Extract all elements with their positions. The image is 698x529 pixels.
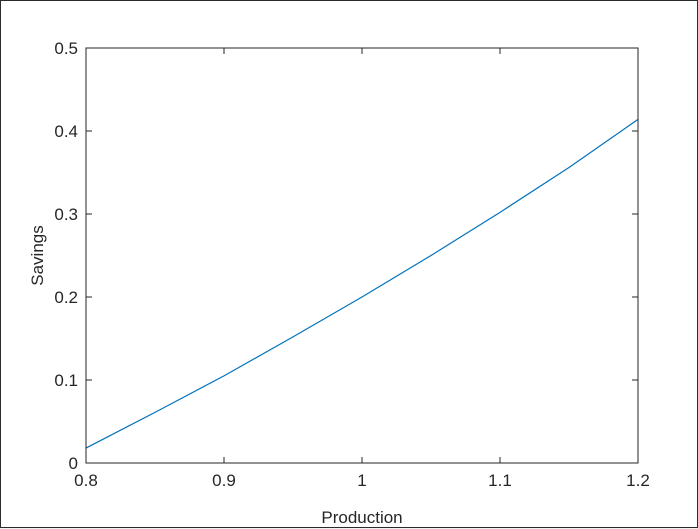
series-layer	[85, 118, 639, 449]
x-axis-title: Production	[321, 508, 402, 527]
x-tick-label: 0.8	[74, 471, 98, 490]
y-tick-label: 0.4	[54, 122, 78, 141]
x-tick-label: 0.9	[212, 471, 236, 490]
x-tick-label: 1.1	[488, 471, 512, 490]
series-line-0	[85, 118, 639, 449]
x-tick-label: 1.2	[626, 471, 650, 490]
y-tick-label: 0.1	[54, 371, 78, 390]
y-axis: 0 0.1 0.2 0.3 0.4 0.5	[54, 39, 638, 473]
y-tick-label: 0.3	[54, 205, 78, 224]
y-tick-label: 0.2	[54, 288, 78, 307]
y-tick-label: 0	[69, 454, 78, 473]
x-axis: 0.8 0.9 1 1.1 1.2	[74, 48, 650, 490]
x-tick-label: 1	[357, 471, 366, 490]
plot-area	[86, 48, 638, 463]
y-axis-title: Savings	[28, 225, 47, 285]
y-tick-label: 0.5	[54, 39, 78, 58]
